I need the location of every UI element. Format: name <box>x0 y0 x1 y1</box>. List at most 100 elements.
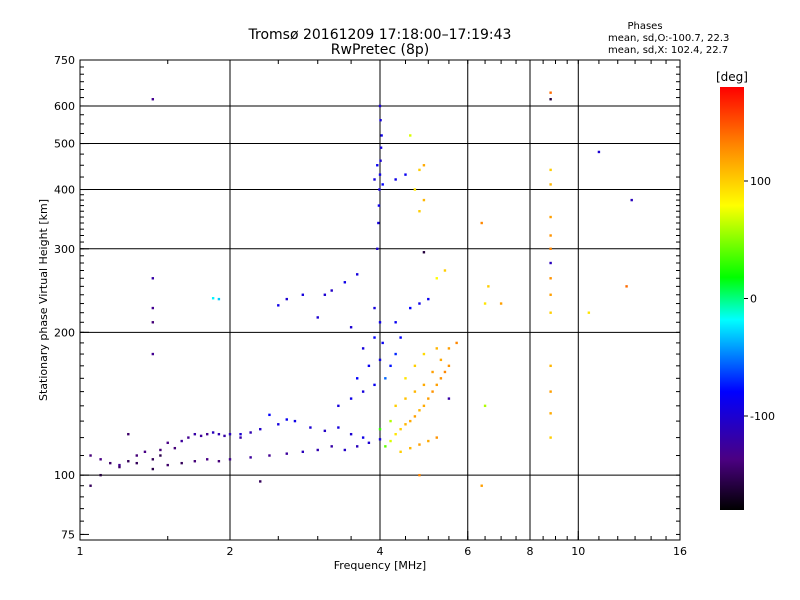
echo-point <box>99 473 102 477</box>
echo-point <box>378 104 382 108</box>
echo-point <box>413 364 417 368</box>
echo-point <box>249 456 252 459</box>
echo-point <box>443 269 447 272</box>
echo-point <box>381 341 384 345</box>
echo-point <box>337 426 340 429</box>
echo-point <box>127 432 130 436</box>
echo-point <box>293 419 297 423</box>
echo-point <box>399 450 402 454</box>
x-tick-label: 4 <box>377 545 384 558</box>
echo-point <box>394 404 397 408</box>
echo-point <box>549 215 552 219</box>
colorbar-label: [deg] <box>716 70 748 84</box>
colorbar-tick-label: 100 <box>750 175 771 188</box>
echo-point <box>151 321 155 324</box>
echo-point <box>404 397 407 400</box>
echo-point <box>355 377 359 380</box>
echo-point <box>389 364 392 368</box>
x-tick-label: 6 <box>464 545 471 558</box>
echo-point <box>443 370 447 374</box>
echo-point <box>499 302 503 305</box>
colorbar-tick-label: -100 <box>750 410 775 423</box>
echo-point <box>549 293 552 296</box>
echo-point <box>285 452 288 455</box>
echo-point <box>199 434 203 438</box>
echo-point <box>394 178 397 181</box>
echo-point <box>404 173 407 176</box>
echo-point <box>418 210 421 213</box>
y-tick-label: 500 <box>54 138 75 151</box>
echo-point <box>379 118 382 122</box>
echo-point <box>361 436 365 439</box>
echo-point <box>159 454 162 457</box>
echo-point <box>361 347 365 350</box>
echo-point <box>373 383 376 387</box>
echo-point <box>151 98 155 101</box>
echo-point <box>367 441 371 445</box>
echo-point <box>487 285 490 288</box>
echo-point <box>422 198 426 202</box>
echo-point <box>343 281 347 284</box>
echo-point <box>447 364 451 368</box>
echo-point <box>187 436 190 439</box>
y-tick-label: 100 <box>54 469 75 482</box>
echo-point <box>549 91 552 94</box>
echo-point <box>455 341 458 345</box>
echo-point <box>384 377 387 380</box>
echo-point <box>549 168 552 172</box>
echo-point <box>166 463 169 467</box>
echo-point <box>447 397 451 400</box>
series-group <box>89 98 633 487</box>
echo-point <box>349 397 353 400</box>
echo-point <box>277 304 280 307</box>
y-axis-label: Stationary phase Virtual Height [km] <box>37 199 50 401</box>
echo-point <box>404 423 407 426</box>
echo-point <box>376 164 379 167</box>
echo-point <box>239 432 242 436</box>
series-group <box>89 104 430 477</box>
echo-point <box>337 404 340 408</box>
echo-point <box>483 302 487 305</box>
echo-point <box>409 134 412 137</box>
echo-point <box>166 441 169 445</box>
echo-point <box>180 461 183 465</box>
echo-point <box>268 454 271 457</box>
phases-heading: Phases <box>627 21 663 32</box>
echo-point <box>409 419 412 423</box>
echo-point <box>361 390 365 393</box>
echo-point <box>399 336 402 339</box>
x-tick-label: 16 <box>673 545 687 558</box>
echo-point <box>418 443 421 446</box>
echo-point <box>549 183 552 186</box>
echo-point <box>379 159 382 162</box>
echo-point <box>447 347 451 350</box>
echo-point <box>118 465 121 469</box>
echo-point <box>422 383 426 387</box>
echo-point <box>597 150 601 154</box>
echo-point <box>378 173 382 176</box>
echo-point <box>301 450 305 454</box>
echo-point <box>118 463 121 467</box>
echo-point <box>381 183 384 186</box>
echo-point <box>99 458 102 461</box>
echo-point <box>223 434 226 438</box>
echo-point <box>422 164 426 167</box>
echo-point <box>228 432 232 436</box>
echo-point <box>549 390 552 393</box>
echo-point <box>435 436 438 439</box>
y-tick-label: 200 <box>54 326 75 339</box>
echo-point <box>211 431 215 434</box>
echo-point <box>418 168 421 172</box>
echo-point <box>413 188 417 191</box>
echo-point <box>377 221 380 225</box>
y-tick-label: 600 <box>54 100 75 113</box>
y-tick-label: 300 <box>54 243 75 256</box>
echo-point <box>217 432 221 436</box>
echo-point <box>159 448 162 452</box>
colorbar-gradient <box>720 87 744 510</box>
echo-point <box>373 306 376 310</box>
echo-point <box>483 404 487 408</box>
chart-title-line2: RwPretec (8p) <box>330 42 430 58</box>
echo-point <box>435 277 438 280</box>
